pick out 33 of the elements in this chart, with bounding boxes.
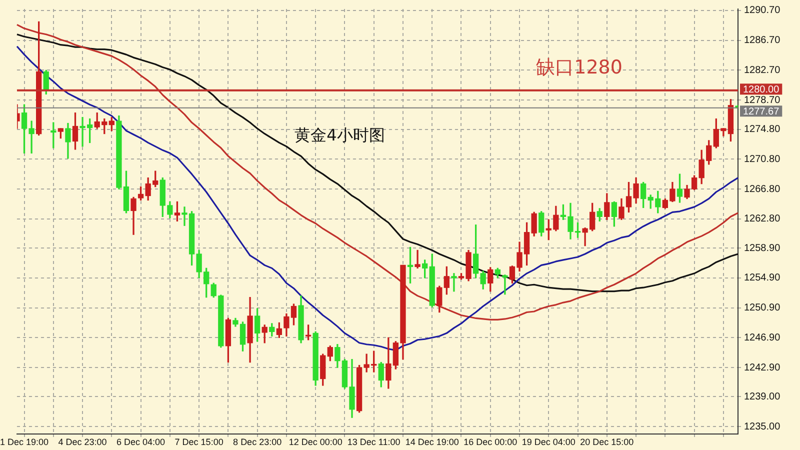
y-tick-label: 1286.70 xyxy=(744,35,781,46)
x-tick-label: 14 Dec 19:00 xyxy=(405,436,459,447)
y-tick-label: 1262.80 xyxy=(744,214,781,225)
x-tick-label: 4 Dec 23:00 xyxy=(58,436,107,447)
candlestick xyxy=(502,274,508,295)
x-tick-label: 7 Dec 15:00 xyxy=(174,436,224,447)
y-tick-label: 1278.70 xyxy=(744,94,781,106)
x-tick-label: 12 Dec 00:00 xyxy=(288,436,342,447)
x-tick-label: 16 Dec 00:00 xyxy=(464,436,518,447)
x-tick-label: 19 Dec 04:00 xyxy=(522,436,576,447)
y-tick-label: 1235.00 xyxy=(744,421,781,432)
x-tick-label: 6 Dec 04:00 xyxy=(116,436,166,447)
y-tick-label: 1250.90 xyxy=(744,302,781,314)
y-tick-label: 1274.80 xyxy=(744,124,781,136)
y-tick-label: 1266.80 xyxy=(744,184,781,195)
y-tick-label: 1258.90 xyxy=(744,242,781,254)
y-tick-label: 1239.00 xyxy=(744,391,781,402)
x-tick-label: 8 Dec 23:00 xyxy=(233,436,282,447)
y-tick-label: 1242.90 xyxy=(744,362,781,374)
ref-line-label: 1280.00 xyxy=(743,84,780,96)
y-tick-label: 1270.80 xyxy=(744,154,781,165)
text: 黄金4小时图 xyxy=(294,126,385,145)
x-tick-label: 13 Dec 11:00 xyxy=(347,436,400,447)
y-tick-label: 1282.70 xyxy=(744,65,781,76)
x-tick-label: 1 Dec 19:00 xyxy=(0,436,49,447)
y-tick-label: 1290.70 xyxy=(744,5,781,16)
x-tick-label: 20 Dec 15:00 xyxy=(580,436,634,447)
candlestick xyxy=(414,250,420,269)
annotation: 缺口1280 xyxy=(536,56,622,78)
candlestick xyxy=(451,273,457,292)
y-tick-label: 1246.90 xyxy=(744,332,781,344)
ref-line-label: 1277.67 xyxy=(743,106,780,118)
y-tick-label: 1254.90 xyxy=(744,272,781,284)
